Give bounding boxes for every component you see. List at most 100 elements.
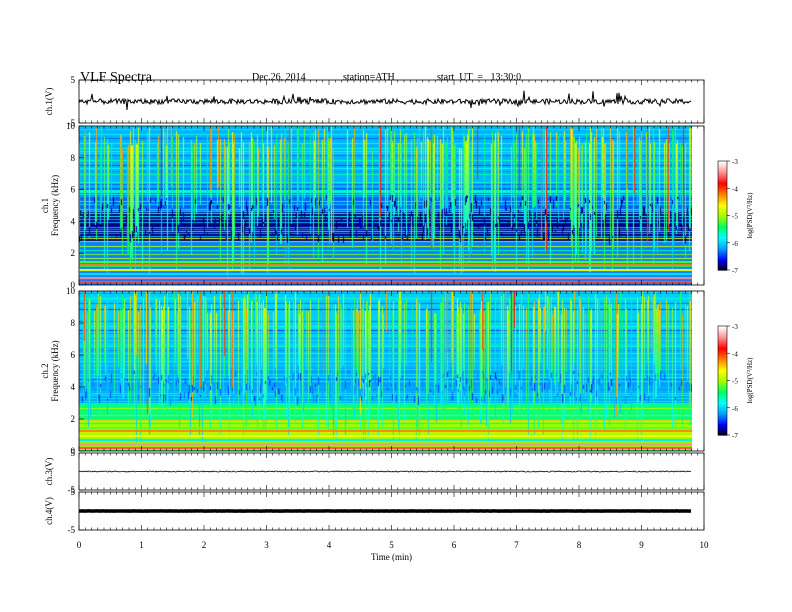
colorbar-cell <box>718 230 727 233</box>
y-tick-label: 6 <box>71 350 76 360</box>
colorbar-cell <box>718 360 727 363</box>
y-axis-title: ch.4(V) <box>44 497 54 525</box>
y-tick-label: 8 <box>71 318 76 328</box>
colorbar-cell <box>718 237 727 240</box>
colorbar-cell <box>718 199 727 202</box>
x-tick-label: 3 <box>264 540 269 550</box>
colorbar-label: log(PSD(V²/Hz) <box>746 357 754 404</box>
colorbar-cell <box>718 266 727 269</box>
waveform-layer <box>78 90 692 513</box>
colorbar-cell <box>718 193 727 197</box>
y-tick-label: -5 <box>68 485 76 495</box>
colorbar-cell <box>718 413 727 416</box>
station-label: station=ATH <box>343 72 395 83</box>
colorbar-cell <box>718 235 727 238</box>
colorbar-cell <box>718 326 727 329</box>
colorbar-tick-label: -7 <box>732 432 738 440</box>
colorbar-tick-label: -5 <box>732 213 738 221</box>
start-time-label: start UT = 13:30:0 <box>437 72 522 83</box>
colorbar-cell <box>718 204 727 208</box>
colorbar-cell <box>718 389 727 392</box>
colorbar-cell <box>718 356 727 360</box>
colorbar-cell <box>718 380 727 383</box>
colorbar-cell <box>718 180 727 184</box>
colorbar-cell <box>718 259 727 262</box>
colorbar-cell <box>718 173 727 177</box>
colorbar-cell <box>718 404 727 407</box>
colorbar-cell <box>718 358 727 362</box>
y-tick-label: 0 <box>71 280 76 290</box>
colorbar-cell <box>718 367 727 371</box>
colorbar-cell <box>718 382 727 385</box>
colorbar-cell <box>718 166 727 169</box>
colorbar-cell <box>718 416 727 420</box>
colorbar-cell <box>718 215 727 218</box>
colorbar-cell <box>718 424 727 427</box>
colorbar-tick-label: -3 <box>732 323 738 331</box>
colorbar-tick-label: -7 <box>732 267 738 275</box>
colorbar-cell <box>718 373 727 376</box>
x-tick-label: 10 <box>700 540 710 550</box>
colorbar-cell <box>718 327 727 331</box>
colorbar-cell <box>718 210 727 213</box>
y-axis-title: ch.1 <box>40 198 50 213</box>
colorbar-cell <box>718 208 727 211</box>
colorbar-cell <box>718 349 727 353</box>
spectrogram-layer <box>79 126 727 451</box>
x-tick-label: 6 <box>452 540 457 550</box>
colorbar-cell <box>718 418 727 422</box>
colorbar-cell <box>718 220 727 224</box>
colorbar-cell <box>718 400 727 403</box>
colorbar-cell <box>718 395 727 398</box>
colorbar-cell <box>718 202 727 206</box>
colorbar-cell <box>718 239 727 242</box>
colorbar-cell <box>718 186 727 189</box>
colorbar-cell <box>718 336 727 340</box>
colorbar-cell <box>718 168 727 171</box>
colorbar-cell <box>718 402 727 405</box>
colorbar-cell <box>718 224 727 227</box>
colorbar-cell <box>718 387 727 391</box>
colorbar-cell <box>718 190 727 193</box>
colorbar-cell <box>718 364 727 367</box>
colorbar-cell <box>718 264 727 267</box>
colorbar-cell <box>718 411 727 414</box>
colorbar-cell <box>718 385 727 389</box>
colorbar-cell <box>718 188 727 191</box>
y-tick-label: 5 <box>71 448 76 458</box>
x-axis-title: Time (min) <box>371 552 412 562</box>
colorbar-cell <box>718 409 727 412</box>
colorbar-cell <box>718 171 727 175</box>
colorbar-cell <box>718 246 727 249</box>
colorbar-cell <box>718 179 727 182</box>
spectrogram-ch1 <box>79 126 692 285</box>
frame-layer <box>78 79 730 531</box>
colorbar-cell <box>718 353 727 356</box>
colorbar-cell <box>718 333 727 336</box>
colorbar-cell <box>718 260 727 264</box>
colorbar-cell <box>718 331 727 334</box>
colorbar-cell <box>718 398 727 402</box>
x-tick-label: 5 <box>389 540 394 550</box>
colorbar-cell <box>718 175 727 178</box>
colorbar-cell <box>718 191 727 195</box>
colorbar-cell <box>718 429 727 432</box>
y-axis-title: Frequency (kHz) <box>50 175 60 236</box>
colorbar-cell <box>718 244 727 247</box>
colorbar-cell <box>718 329 727 333</box>
y-tick-label: 2 <box>71 414 76 424</box>
x-tick-label: 7 <box>514 540 519 550</box>
colorbar-cell <box>718 371 727 374</box>
colorbar-cell <box>718 255 727 258</box>
colorbar-cell <box>718 393 727 396</box>
x-tick-label: 0 <box>77 540 82 550</box>
y-tick-label: 2 <box>71 248 76 258</box>
colorbar-cell <box>718 365 727 369</box>
colorbar-cell <box>718 182 727 186</box>
colorbar-cell <box>718 262 727 266</box>
spectrogram-ch2 <box>79 291 692 451</box>
y-tick-label: 10 <box>66 121 76 131</box>
colorbar-cell <box>718 217 727 220</box>
